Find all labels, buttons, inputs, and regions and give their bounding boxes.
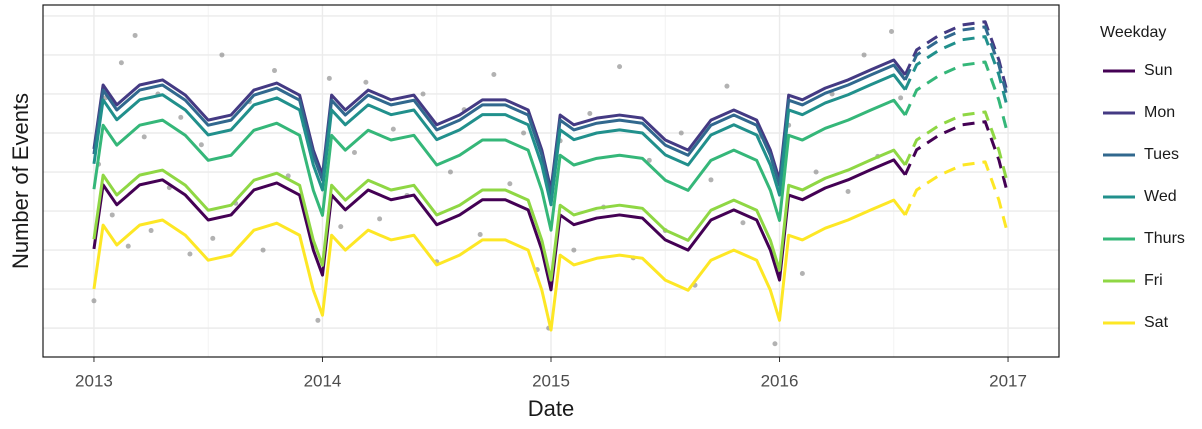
data-point — [390, 126, 396, 132]
data-point — [363, 79, 369, 85]
data-point — [678, 130, 684, 136]
series-line — [92, 73, 907, 207]
data-point — [260, 247, 266, 253]
forecast-line — [903, 160, 1010, 236]
data-point — [141, 134, 147, 140]
data-point — [724, 83, 730, 89]
legend-label: Thurs — [1144, 230, 1185, 247]
data-point — [587, 110, 593, 116]
series-line — [92, 198, 907, 332]
data-point — [521, 130, 527, 136]
x-tick-label: 2016 — [761, 371, 799, 390]
forecast-line — [903, 20, 1010, 96]
data-point — [210, 235, 216, 241]
y-axis-title: Number of Events — [8, 93, 33, 269]
data-point — [125, 243, 131, 249]
data-point — [118, 60, 124, 66]
legend-label: Sat — [1144, 314, 1169, 331]
data-point — [617, 64, 623, 70]
data-point — [420, 91, 426, 97]
data-point — [888, 29, 894, 35]
data-point — [315, 317, 321, 323]
legend-label: Sun — [1144, 62, 1172, 79]
data-point — [148, 228, 154, 234]
legend-label: Tues — [1144, 146, 1179, 163]
data-point — [708, 177, 714, 183]
data-point — [178, 114, 184, 120]
forecast-line — [903, 120, 1010, 196]
series-line — [92, 63, 907, 197]
data-point — [198, 142, 204, 148]
legend-label: Mon — [1144, 104, 1175, 121]
x-axis-title: Date — [528, 396, 574, 421]
series-line — [92, 148, 907, 282]
series-line — [92, 158, 907, 292]
data-point — [477, 231, 483, 237]
data-point — [326, 75, 332, 81]
data-point — [109, 212, 115, 218]
data-point — [898, 95, 904, 101]
forecast-line — [903, 35, 1010, 111]
data-point — [740, 220, 746, 226]
forecast-line — [903, 60, 1010, 136]
x-tick-label: 2015 — [532, 371, 570, 390]
data-point — [219, 52, 225, 58]
data-point — [861, 52, 867, 58]
x-tick-label: 2013 — [75, 371, 113, 390]
data-point — [491, 71, 497, 77]
legend-title: Weekday — [1100, 24, 1166, 41]
data-point — [646, 157, 652, 163]
panel-border — [42, 4, 1060, 358]
x-tick-label: 2017 — [989, 371, 1027, 390]
legend-label: Wed — [1144, 188, 1177, 205]
legend-label: Fri — [1144, 272, 1163, 289]
x-tick-label: 2014 — [304, 371, 342, 390]
forecast-line — [903, 25, 1010, 101]
data-point — [507, 181, 513, 187]
data-point — [271, 68, 277, 74]
data-point — [571, 247, 577, 253]
data-point — [447, 169, 453, 175]
data-point — [772, 341, 778, 347]
data-point — [132, 32, 138, 38]
data-point — [813, 169, 819, 175]
data-point — [187, 251, 193, 257]
data-point — [799, 270, 805, 276]
series-line — [92, 98, 907, 232]
forecast-line — [903, 110, 1010, 186]
data-point — [351, 150, 357, 156]
data-point — [338, 224, 344, 230]
data-point — [377, 216, 383, 222]
data-point — [845, 189, 851, 195]
data-point — [91, 298, 97, 304]
